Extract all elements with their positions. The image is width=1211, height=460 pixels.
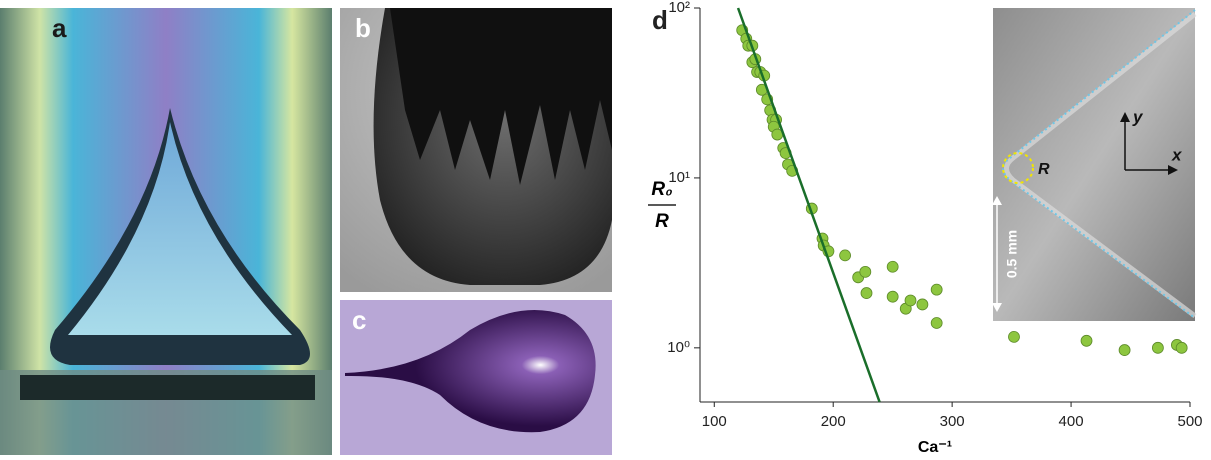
- inset-x-label: x: [1171, 145, 1183, 164]
- point: [917, 299, 928, 310]
- panel-label: b: [355, 13, 371, 43]
- point: [1081, 335, 1092, 346]
- inset-photo: y x R 0.5 mm: [992, 8, 1195, 321]
- photo-b: b: [340, 8, 612, 292]
- point: [931, 284, 942, 295]
- figure: a b c d 10020030040050010⁰10¹10²Ca⁻¹R₀R …: [0, 0, 1211, 460]
- inset-radius-label: R: [1038, 161, 1050, 178]
- fit-line: [738, 8, 880, 402]
- point: [840, 250, 851, 261]
- x-tick-label: 400: [1059, 413, 1084, 430]
- panel-label: a: [52, 13, 67, 43]
- photo-a: a: [0, 8, 332, 455]
- point: [905, 295, 916, 306]
- point: [931, 318, 942, 329]
- point: [887, 261, 898, 272]
- point: [1008, 331, 1019, 342]
- x-tick-label: 200: [821, 413, 846, 430]
- panel-label: c: [352, 305, 366, 335]
- panel-label: d: [652, 5, 668, 35]
- point: [860, 266, 871, 277]
- x-axis-label: Ca⁻¹: [918, 439, 952, 456]
- point: [887, 291, 898, 302]
- y-tick-label: 10⁰: [667, 339, 690, 356]
- x-tick-label: 500: [1177, 413, 1202, 430]
- scale-bar-label: 0.5 mm: [1004, 230, 1020, 278]
- y-tick-label: 10²: [668, 0, 690, 16]
- x-tick-label: 100: [702, 413, 727, 430]
- point: [1152, 342, 1163, 353]
- photo-c: c: [340, 300, 612, 455]
- point: [1176, 342, 1187, 353]
- x-tick-label: 300: [940, 413, 965, 430]
- point: [861, 288, 872, 299]
- y-label-denominator: R: [655, 211, 669, 232]
- y-label-numerator: R₀: [651, 179, 672, 200]
- point: [1119, 345, 1130, 356]
- inset-y-label: y: [1132, 107, 1144, 126]
